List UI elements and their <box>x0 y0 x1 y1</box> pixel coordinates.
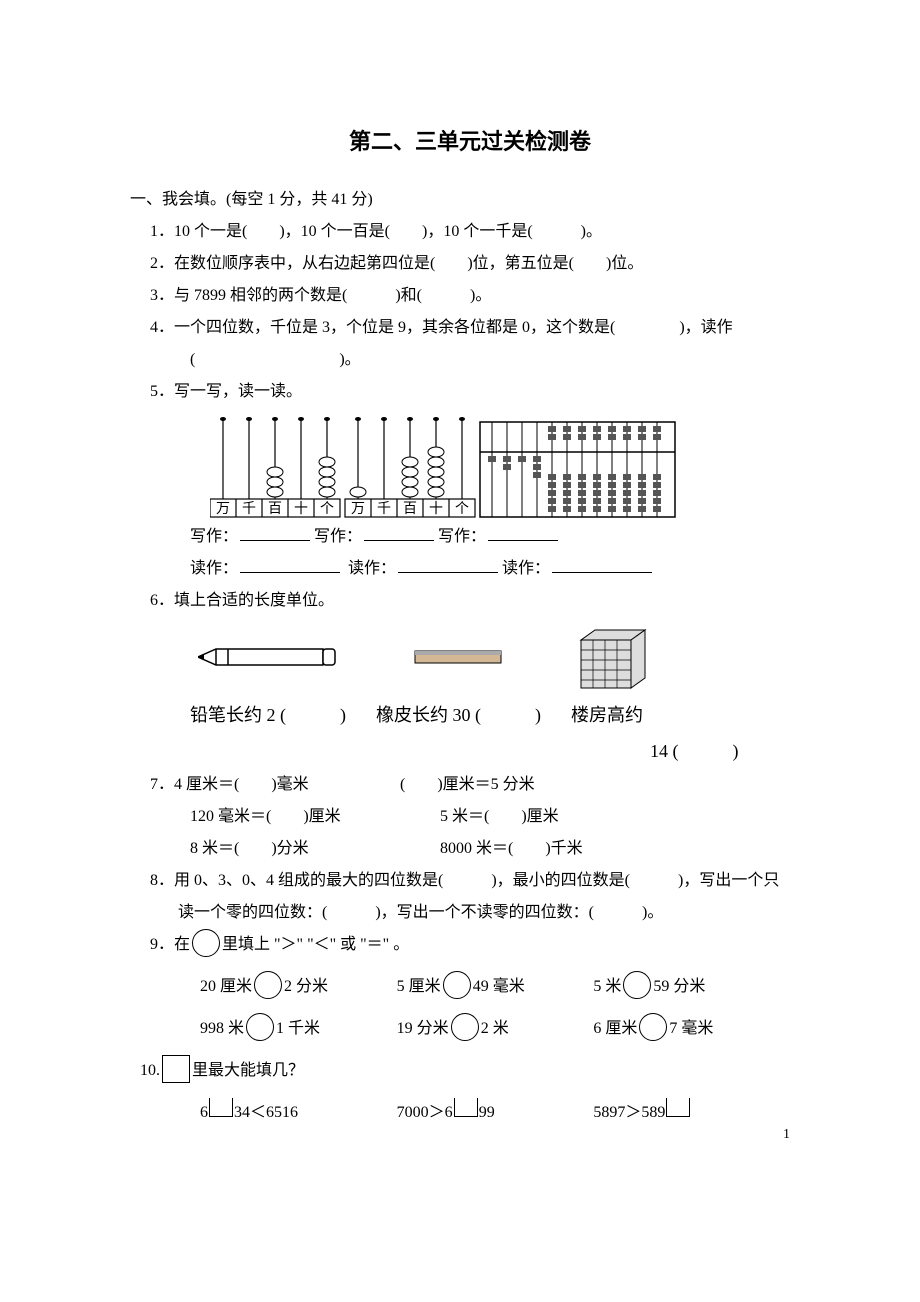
blank <box>240 526 310 541</box>
write-label-2: 写作： <box>314 521 364 553</box>
q10-number: 10. <box>140 1055 160 1087</box>
q10-item-1: 634＜6516 <box>200 1097 397 1129</box>
svg-text:十: 十 <box>294 501 308 517</box>
question-10-head: 10. 里最大能填几？ <box>140 1055 790 1087</box>
read-label-3: 读作： <box>502 553 552 585</box>
question-7: 7．4 厘米＝( )毫米 ( )厘米＝5 分米 120 毫米＝( )厘米 5 米… <box>150 769 790 865</box>
svg-text:千: 千 <box>242 501 256 517</box>
svg-text:个: 个 <box>455 501 469 517</box>
circle-icon <box>246 1013 274 1041</box>
write-label-1: 写作： <box>190 521 240 553</box>
question-9-grid: 20 厘米2 分米 5 厘米49 毫米 5 米59 分米 998 米1 千米 1… <box>150 971 790 1045</box>
blank <box>552 558 652 573</box>
svg-text:千: 千 <box>377 501 391 517</box>
question-2: 2．在数位顺序表中，从右边起第四位是( )位，第五位是( )位。 <box>150 248 790 280</box>
svg-text:万: 万 <box>216 502 230 517</box>
circle-icon <box>639 1013 667 1041</box>
svg-text:百: 百 <box>403 501 417 517</box>
square-icon <box>454 1098 478 1117</box>
circle-icon <box>192 929 220 957</box>
q10-text: 里最大能填几？ <box>192 1055 304 1087</box>
circle-icon <box>451 1013 479 1041</box>
question-3: 3．与 7899 相邻的两个数是( )和( )。 <box>150 280 790 312</box>
q6-pencil: 铅笔长约 2 ( ) <box>190 627 346 733</box>
worksheet-page: 第二、三单元过关检测卷 一、我会填。(每空 1 分，共 41 分) 1．10 个… <box>0 0 920 1179</box>
q6-items: 铅笔长约 2 ( ) 橡皮长约 30 ( ) <box>150 627 790 733</box>
question-4-line1: 4．一个四位数，千位是 3，个位是 9，其余各位都是 0，这个数是( )，读作 <box>150 312 790 344</box>
pencil-icon <box>198 627 338 687</box>
circle-icon <box>443 971 471 999</box>
q7-d: 5 米＝( )厘米 <box>440 801 690 833</box>
page-title: 第二、三单元过关检测卷 <box>150 120 790 164</box>
q6-building: 楼房高约 <box>571 627 651 733</box>
q6-building-label-1: 楼房高约 <box>571 697 643 733</box>
q9-item-5: 19 分米2 米 <box>397 1013 594 1045</box>
page-number: 1 <box>783 1121 790 1149</box>
read-label-2: 读作： <box>348 553 398 585</box>
question-9-head: 9．在 里填上 "＞" "＜" 或 "＝" 。 <box>150 929 790 961</box>
blank <box>240 558 340 573</box>
svg-text:十: 十 <box>429 501 443 517</box>
q7-b: ( )厘米＝5 分米 <box>400 769 650 801</box>
svg-text:万: 万 <box>351 502 365 517</box>
svg-text:百: 百 <box>268 501 282 517</box>
square-icon <box>162 1055 190 1083</box>
q10-item-2: 7000＞699 <box>397 1097 594 1129</box>
q6-pencil-label: 铅笔长约 2 ( ) <box>190 697 346 733</box>
q7-a: 7．4 厘米＝( )毫米 <box>150 769 400 801</box>
q5-read-row: 读作： 读作： 读作： <box>150 553 790 585</box>
question-5: 5．写一写，读一读。 <box>150 376 790 408</box>
question-10-grid: 634＜6516 7000＞699 5897＞589 <box>150 1097 790 1129</box>
q9-item-3: 5 米59 分米 <box>593 971 790 1003</box>
q9-suffix: 里填上 "＞" "＜" 或 "＝" 。 <box>222 936 409 953</box>
question-4-line2: ( )。 <box>150 344 790 376</box>
q9-item-6: 6 厘米7 毫米 <box>593 1013 790 1045</box>
eraser-icon <box>414 627 504 687</box>
svg-text:个: 个 <box>320 501 334 517</box>
circle-icon <box>623 971 651 999</box>
q6-eraser-label: 橡皮长约 30 ( ) <box>376 697 541 733</box>
circle-icon <box>254 971 282 999</box>
square-icon <box>666 1098 690 1117</box>
q7-e: 8 米＝( )分米 <box>190 833 440 865</box>
q9-prefix: 9．在 <box>150 936 190 953</box>
square-icon <box>209 1098 233 1117</box>
abacus-illustrations: 万 千 百 十 个 <box>150 414 790 519</box>
blank <box>398 558 498 573</box>
blank <box>488 526 558 541</box>
q9-item-2: 5 厘米49 毫米 <box>397 971 594 1003</box>
question-8-line2: 读一个零的四位数：( )，写出一个不读零的四位数：( )。 <box>150 897 790 929</box>
read-label-1: 读作： <box>190 553 240 585</box>
q5-write-row: 写作： 写作： 写作： <box>150 521 790 553</box>
section-1-heading: 一、我会填。(每空 1 分，共 41 分) <box>130 184 790 216</box>
building-icon <box>571 627 651 687</box>
q6-building-label-2: 14 ( ) <box>150 733 790 769</box>
question-6: 6．填上合适的长度单位。 <box>150 585 790 617</box>
q10-item-3: 5897＞589 <box>593 1097 790 1129</box>
blank <box>364 526 434 541</box>
q7-c: 120 毫米＝( )厘米 <box>190 801 440 833</box>
question-1: 1．10 个一是( )，10 个一百是( )，10 个一千是( )。 <box>150 216 790 248</box>
q9-item-1: 20 厘米2 分米 <box>200 971 397 1003</box>
write-label-3: 写作： <box>438 521 488 553</box>
q6-eraser: 橡皮长约 30 ( ) <box>376 627 541 733</box>
question-8-line1: 8．用 0、3、0、4 组成的最大的四位数是( )，最小的四位数是( )，写出一… <box>150 865 790 897</box>
q7-f: 8000 米＝( )千米 <box>440 833 690 865</box>
q9-item-4: 998 米1 千米 <box>200 1013 397 1045</box>
